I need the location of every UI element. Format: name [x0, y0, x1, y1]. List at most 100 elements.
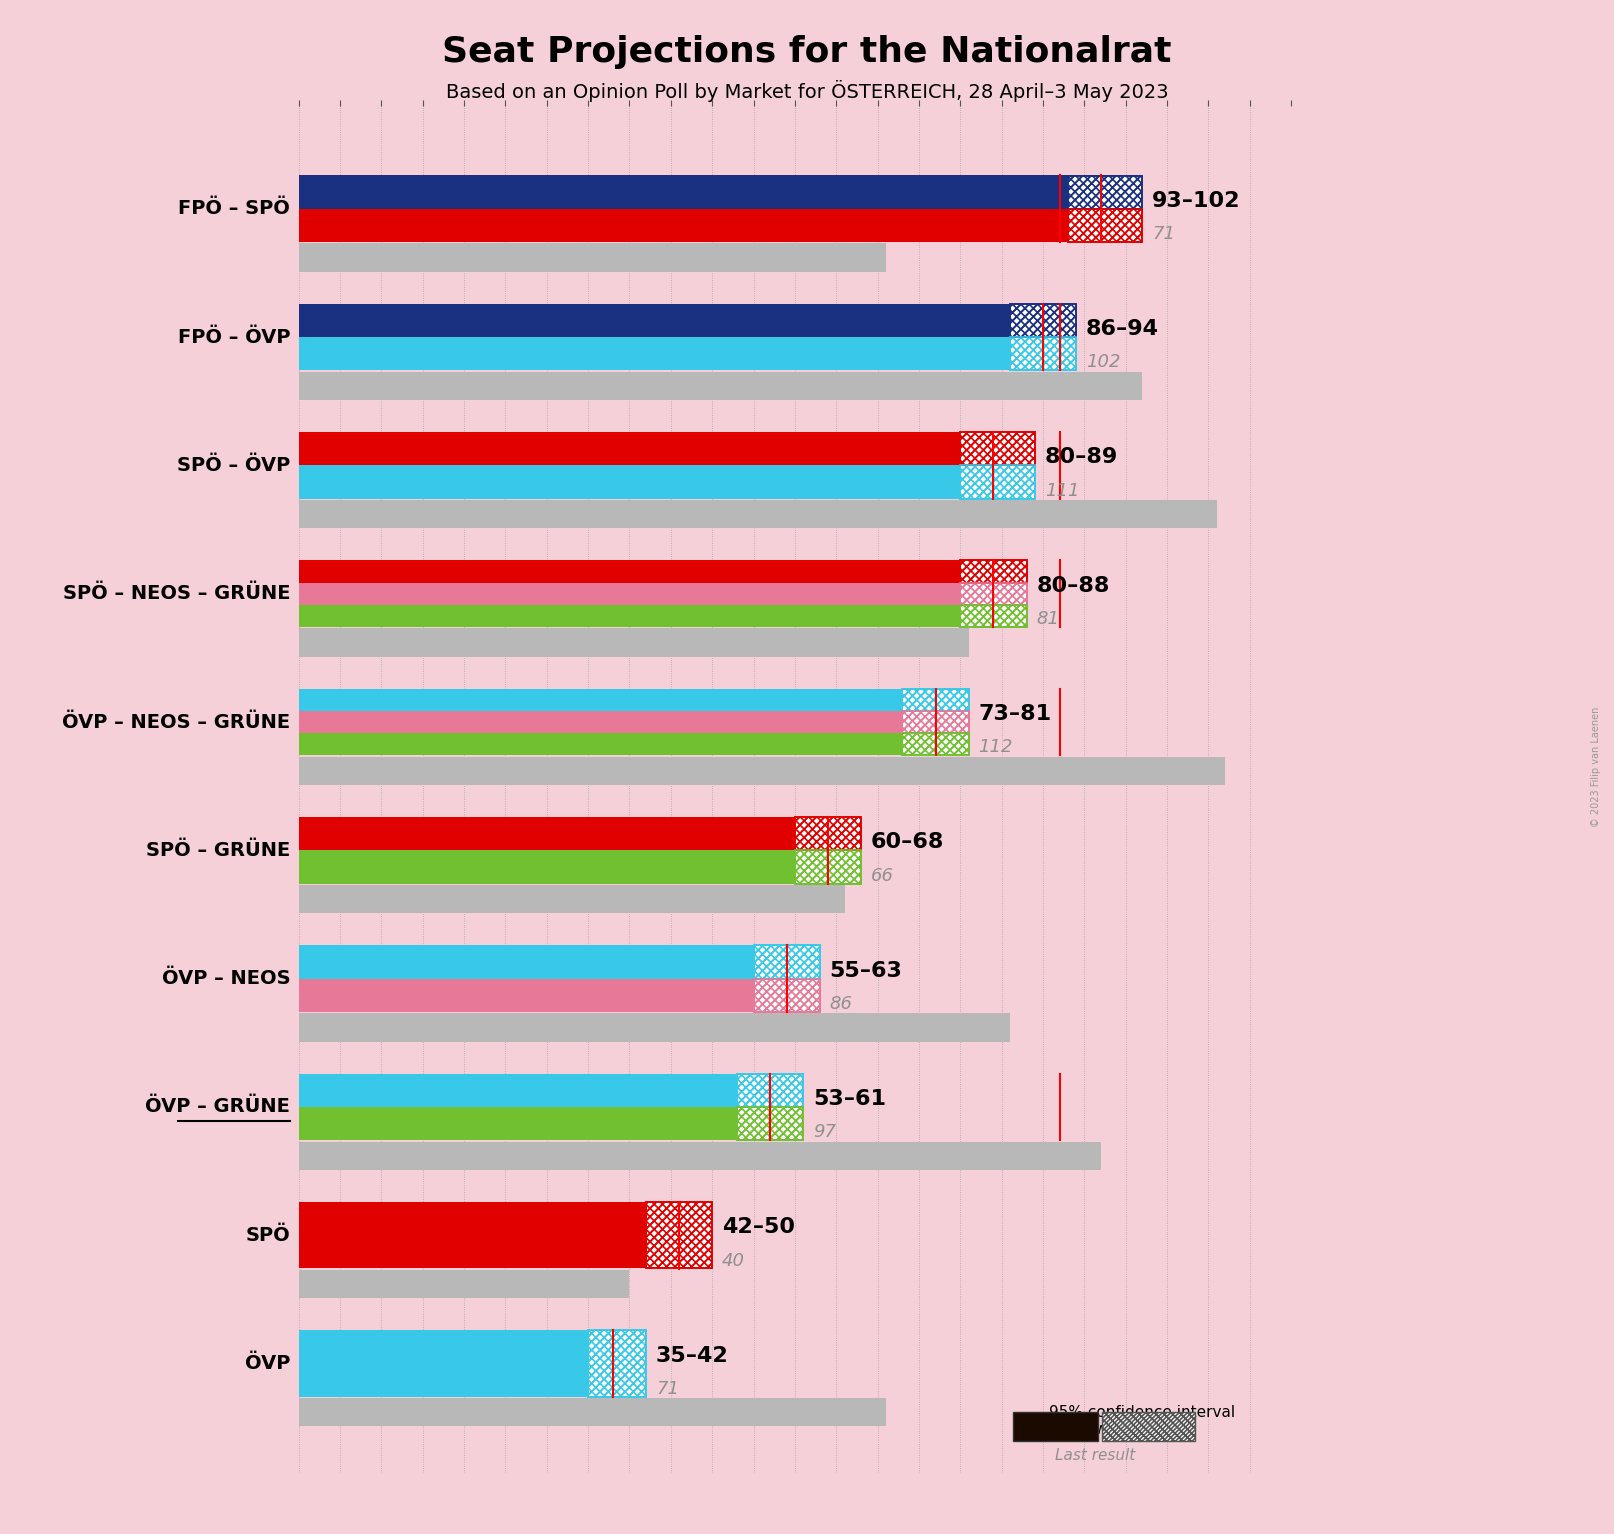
- Bar: [1068, 209, 1143, 242]
- Bar: [754, 945, 820, 979]
- Bar: [794, 818, 862, 850]
- Bar: [960, 433, 1035, 465]
- Bar: [299, 1270, 629, 1298]
- Bar: [902, 689, 968, 710]
- Text: 55–63: 55–63: [830, 960, 902, 980]
- Text: © 2023 Filip van Laenen: © 2023 Filip van Laenen: [1591, 707, 1601, 827]
- Bar: [299, 560, 1027, 583]
- Text: Last result: Last result: [1056, 1448, 1136, 1463]
- Bar: [960, 560, 1027, 583]
- Text: 73–81: 73–81: [978, 704, 1052, 724]
- Text: 60–68: 60–68: [872, 833, 944, 853]
- Bar: [960, 560, 1027, 583]
- Bar: [646, 1203, 712, 1269]
- Text: 112: 112: [978, 738, 1014, 756]
- Text: SPÖ – NEOS – GRÜNE: SPÖ – NEOS – GRÜNE: [63, 584, 291, 603]
- Text: FPÖ – SPÖ: FPÖ – SPÖ: [179, 199, 291, 218]
- Text: 86–94: 86–94: [1086, 319, 1159, 339]
- Text: 102: 102: [1086, 353, 1120, 371]
- Text: FPÖ – ÖVP: FPÖ – ÖVP: [178, 328, 291, 347]
- Bar: [794, 818, 862, 850]
- Text: ÖVP – NEOS – GRÜNE: ÖVP – NEOS – GRÜNE: [63, 712, 291, 732]
- Bar: [299, 304, 1077, 337]
- Bar: [738, 1074, 804, 1108]
- Bar: [299, 337, 1077, 370]
- Bar: [299, 850, 862, 884]
- Bar: [299, 1141, 1101, 1170]
- Bar: [902, 689, 968, 710]
- Bar: [754, 945, 820, 979]
- Bar: [1010, 304, 1077, 337]
- Text: 71: 71: [655, 1381, 679, 1397]
- Bar: [960, 604, 1027, 627]
- Bar: [960, 583, 1027, 604]
- Bar: [794, 850, 862, 884]
- Bar: [299, 629, 968, 657]
- Bar: [1010, 304, 1077, 337]
- Bar: [960, 465, 1035, 499]
- Bar: [646, 1203, 712, 1269]
- Bar: [960, 560, 1027, 583]
- Bar: [299, 1108, 804, 1140]
- Bar: [754, 945, 820, 979]
- Bar: [754, 945, 820, 979]
- Bar: [960, 433, 1035, 465]
- Bar: [299, 945, 820, 979]
- Bar: [1010, 337, 1077, 370]
- Bar: [299, 1014, 1010, 1042]
- Bar: [794, 818, 862, 850]
- Text: ÖVP: ÖVP: [245, 1355, 291, 1373]
- Bar: [1010, 337, 1077, 370]
- Bar: [587, 1330, 646, 1397]
- Text: 81: 81: [1036, 611, 1059, 627]
- Bar: [902, 710, 968, 733]
- Bar: [738, 1074, 804, 1108]
- Bar: [902, 733, 968, 755]
- Bar: [1010, 304, 1077, 337]
- Bar: [754, 979, 820, 1012]
- Bar: [1068, 209, 1143, 242]
- Bar: [960, 604, 1027, 627]
- Bar: [738, 1108, 804, 1140]
- Text: 66: 66: [872, 867, 894, 885]
- Bar: [299, 209, 1143, 242]
- Bar: [738, 1074, 804, 1108]
- Bar: [902, 689, 968, 710]
- Text: ÖVP – NEOS: ÖVP – NEOS: [161, 969, 291, 988]
- Bar: [1068, 175, 1143, 209]
- Text: 95% confidence interval
with median: 95% confidence interval with median: [1049, 1405, 1235, 1437]
- Bar: [902, 689, 968, 710]
- Bar: [960, 433, 1035, 465]
- Bar: [299, 710, 968, 733]
- Bar: [587, 1330, 646, 1397]
- Bar: [299, 979, 820, 1012]
- Bar: [299, 1203, 712, 1269]
- Text: 93–102: 93–102: [1152, 190, 1241, 210]
- Text: 53–61: 53–61: [813, 1089, 886, 1109]
- Bar: [1014, 1413, 1098, 1440]
- Text: Based on an Opinion Poll by Market for ÖSTERREICH, 28 April–3 May 2023: Based on an Opinion Poll by Market for Ö…: [445, 80, 1169, 101]
- Bar: [794, 850, 862, 884]
- Text: SPÖ: SPÖ: [245, 1226, 291, 1244]
- Bar: [794, 850, 862, 884]
- Text: 111: 111: [1044, 482, 1080, 500]
- Bar: [587, 1330, 646, 1397]
- Text: 42–50: 42–50: [721, 1218, 796, 1238]
- Text: ÖVP – GRÜNE: ÖVP – GRÜNE: [145, 1097, 291, 1117]
- Bar: [646, 1203, 712, 1269]
- Bar: [646, 1203, 712, 1269]
- Bar: [299, 371, 1143, 400]
- Text: 80–89: 80–89: [1044, 448, 1119, 468]
- Bar: [738, 1074, 804, 1108]
- Bar: [794, 850, 862, 884]
- Bar: [1010, 304, 1077, 337]
- Bar: [960, 465, 1035, 499]
- Bar: [1068, 209, 1143, 242]
- Bar: [754, 979, 820, 1012]
- Bar: [960, 604, 1027, 627]
- Text: 86: 86: [830, 996, 852, 1012]
- Bar: [299, 733, 968, 755]
- Bar: [1068, 175, 1143, 209]
- Bar: [960, 465, 1035, 499]
- Bar: [738, 1108, 804, 1140]
